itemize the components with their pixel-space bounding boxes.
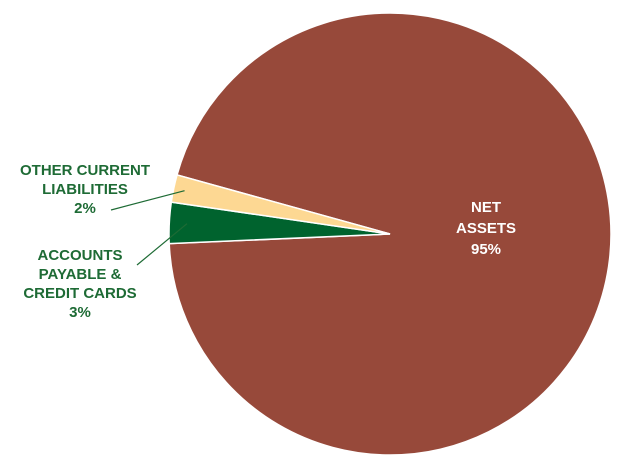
slice-value-label-0: 95%: [471, 241, 501, 258]
slice-name-line-2-0: OTHER CURRENT: [20, 162, 150, 179]
slice-label-1: ACCOUNTS PAYABLE & CREDIT CARDS 3%: [23, 247, 136, 321]
slice-name-line-1-1: PAYABLE &: [39, 266, 122, 283]
slice-name-line-2-1: LIABILITIES: [42, 181, 128, 198]
slice-value-label-2: 2%: [74, 200, 96, 217]
slice-value-label-1: 3%: [69, 304, 91, 321]
slice-name-line-0-1: ASSETS: [456, 220, 516, 237]
slice-name-line-1-2: CREDIT CARDS: [23, 285, 136, 302]
slice-label-2: OTHER CURRENT LIABILITIES 2%: [20, 162, 150, 217]
slice-name-line-1-0: ACCOUNTS: [38, 247, 123, 264]
pie-slices: [169, 13, 611, 455]
slice-name-line-0-0: NET: [471, 199, 501, 216]
